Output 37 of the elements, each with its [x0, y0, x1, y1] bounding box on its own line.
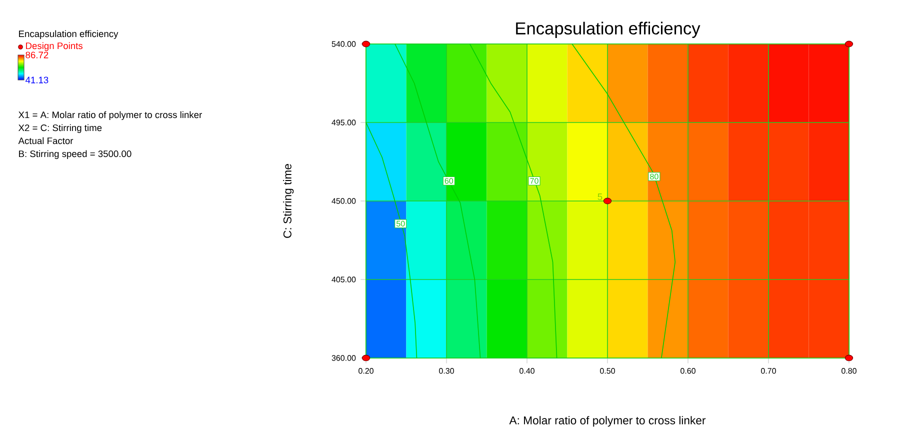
chart-title: Encapsulation efficiency — [516, 22, 700, 38]
x-tick-label: 0.20 — [358, 368, 374, 374]
y-tick-label: 405.00 — [332, 276, 356, 282]
point — [362, 40, 370, 48]
y-tick-label: 450.00 — [332, 198, 356, 204]
y-axis-title: C: Stirring time — [283, 164, 294, 238]
line-series — [469, 44, 558, 358]
text: B: Stirring speed = 3500.00 — [19, 150, 132, 159]
x-tick-label: 0.30 — [439, 368, 454, 374]
color-bar-title: Encapsulation efficiency — [19, 30, 118, 39]
color-bar-label: 86.72 — [26, 52, 48, 58]
annotation: 80 — [650, 174, 658, 180]
text: X2 = C: Stirring time — [18, 124, 102, 133]
x-tick-label: 0.70 — [761, 368, 776, 374]
annotation: 60 — [444, 178, 454, 184]
annotation: 70 — [530, 178, 538, 184]
x-tick-label: 0.60 — [680, 368, 696, 374]
x-tick-label: 0.80 — [842, 368, 856, 374]
annotation: 50 — [396, 220, 405, 227]
text: X1 = A: Molar ratio of polymer to cross linker — [18, 111, 202, 120]
x-tick-label: 0.40 — [520, 368, 534, 374]
point — [362, 354, 370, 362]
annotation: 5 — [598, 194, 602, 200]
text: Actual Factor — [18, 137, 74, 144]
line-series — [366, 122, 418, 358]
y-tick-label: 360.00 — [332, 355, 356, 361]
x-tick-label: 0.50 — [600, 368, 615, 374]
point — [844, 40, 854, 48]
color-bar-label: 41.13 — [25, 76, 48, 84]
x-axis-title: A: Molar ratio of polymer to cross linker — [509, 416, 706, 427]
line-series — [394, 44, 481, 358]
y-tick-label: 540.00 — [332, 41, 356, 47]
point — [603, 198, 612, 204]
line-series — [572, 44, 676, 358]
legend-label: Design Points — [26, 42, 83, 51]
point — [844, 354, 854, 362]
y-tick-label: 495.00 — [332, 120, 356, 126]
